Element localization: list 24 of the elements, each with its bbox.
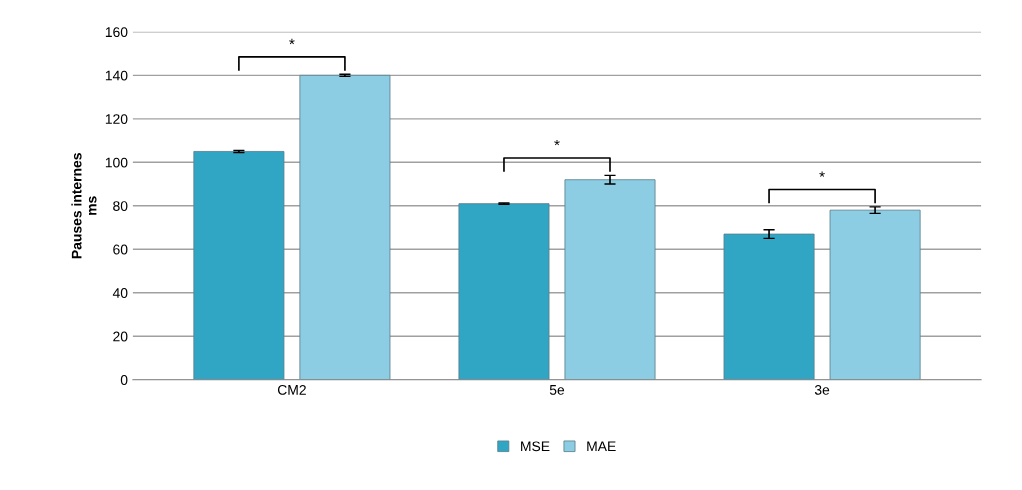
annotation: *	[554, 139, 560, 146]
y-tick-label: 20	[113, 331, 128, 342]
y-tick-label: 120	[105, 114, 128, 124]
bar	[723, 233, 815, 380]
annotation: *	[289, 38, 295, 45]
y-tick-label: 60	[113, 244, 128, 255]
y-tick-label: 100	[105, 157, 128, 168]
y-tick-label: 140	[105, 70, 128, 81]
bar	[299, 74, 391, 380]
x-tick-label: 3e	[814, 384, 830, 395]
y-axis-title: Pauses internes ms	[71, 153, 97, 259]
bar	[458, 203, 550, 380]
y-tick-label: 40	[112, 288, 128, 298]
bar	[193, 151, 285, 380]
y-tick-label: 0	[120, 375, 128, 385]
legend-label: MSE	[521, 441, 550, 452]
legend-label: MAE	[587, 441, 616, 452]
x-tick-label: CM2	[277, 384, 306, 395]
y-tick-label: 160	[105, 27, 128, 38]
bar	[564, 179, 656, 380]
bar	[829, 209, 921, 380]
x-tick-label: 5e	[549, 385, 565, 395]
y-tick-label: 80	[113, 201, 128, 211]
annotation: *	[819, 171, 825, 177]
